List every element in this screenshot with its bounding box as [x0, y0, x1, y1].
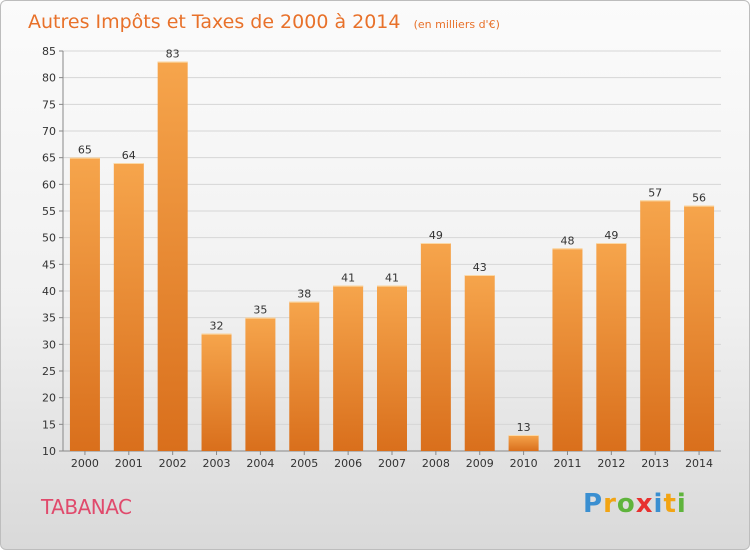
value-label: 48 — [560, 234, 574, 247]
y-tick-label: 50 — [42, 232, 56, 245]
bar — [464, 275, 495, 451]
logo-letter: t — [663, 489, 677, 519]
value-label: 35 — [253, 304, 267, 317]
y-tick-label: 15 — [42, 418, 56, 431]
bar — [640, 200, 671, 451]
value-label: 41 — [341, 272, 355, 285]
logo-letter: r — [603, 489, 617, 519]
x-tick-label: 2004 — [246, 457, 274, 470]
value-label: 49 — [429, 229, 443, 242]
x-tick-label: 2005 — [290, 457, 318, 470]
bar — [377, 285, 407, 451]
bar — [684, 205, 715, 451]
y-tick-label: 25 — [42, 365, 56, 378]
logo-letter: o — [616, 489, 636, 519]
x-tick-label: 2010 — [510, 457, 538, 470]
x-tick-label: 2007 — [378, 457, 406, 470]
x-tick-label: 2000 — [71, 457, 99, 470]
labels: 10 15 20 25 30 35 40 45 50 55 60 65 70 75 80 85 65 2000 64… — [42, 45, 713, 470]
x-tick-label: 2011 — [553, 457, 581, 470]
value-label: 41 — [385, 272, 399, 285]
logo-letter: P — [583, 489, 604, 519]
bar — [245, 317, 276, 451]
bar — [508, 435, 539, 451]
y-tick-label: 70 — [42, 125, 56, 138]
y-tick-label: 80 — [42, 72, 56, 85]
value-label: 64 — [122, 149, 136, 162]
value-label: 83 — [166, 48, 180, 61]
chart-title-main: Autres Impôts et Taxes de 2000 à 2014 — [28, 11, 401, 33]
bar — [69, 157, 100, 451]
bar — [552, 248, 583, 451]
value-label: 65 — [78, 144, 92, 157]
y-tick-label: 35 — [42, 312, 56, 325]
x-tick-label: 2006 — [334, 457, 362, 470]
bar — [201, 333, 232, 451]
x-tick-label: 2001 — [115, 457, 143, 470]
bar — [289, 301, 320, 451]
x-tick-label: 2012 — [597, 457, 625, 470]
chart-title-unit: (en milliers d'€) — [414, 18, 500, 31]
value-label: 57 — [648, 186, 662, 199]
logo-letter: i — [653, 489, 664, 519]
x-tick-label: 2002 — [159, 457, 187, 470]
value-label: 32 — [210, 320, 224, 333]
value-label: 38 — [297, 288, 311, 301]
bars — [69, 61, 715, 452]
logo-letter: x — [635, 489, 654, 519]
logo-letter: i — [676, 489, 687, 519]
x-tick-label: 2003 — [203, 457, 231, 470]
bar — [596, 243, 627, 451]
bar — [157, 61, 188, 452]
bar — [113, 163, 144, 451]
y-tick-label: 75 — [42, 98, 56, 111]
chart-title: Autres Impôts et Taxes de 2000 à 2014 (e… — [28, 11, 500, 33]
y-tick-label: 65 — [42, 152, 56, 165]
bar — [333, 285, 364, 451]
x-tick-label: 2008 — [422, 457, 450, 470]
value-label: 13 — [517, 421, 531, 434]
commune-name: TABANAC — [41, 495, 132, 519]
y-tick-label: 45 — [42, 258, 56, 271]
y-tick-label: 30 — [42, 338, 56, 351]
y-tick-label: 60 — [42, 178, 56, 191]
value-label: 43 — [473, 261, 487, 274]
y-tick-label: 20 — [42, 392, 56, 405]
bar — [420, 243, 451, 451]
x-tick-label: 2013 — [641, 457, 669, 470]
value-label: 49 — [604, 229, 618, 242]
x-tick-label: 2009 — [466, 457, 494, 470]
proxiti-logo: Proxiti — [583, 489, 687, 519]
y-tick-label: 10 — [42, 445, 56, 458]
value-label: 56 — [692, 192, 706, 205]
y-tick-label: 55 — [42, 205, 56, 218]
x-tick-label: 2014 — [685, 457, 713, 470]
y-tick-label: 85 — [42, 45, 56, 58]
y-tick-label: 40 — [42, 285, 56, 298]
